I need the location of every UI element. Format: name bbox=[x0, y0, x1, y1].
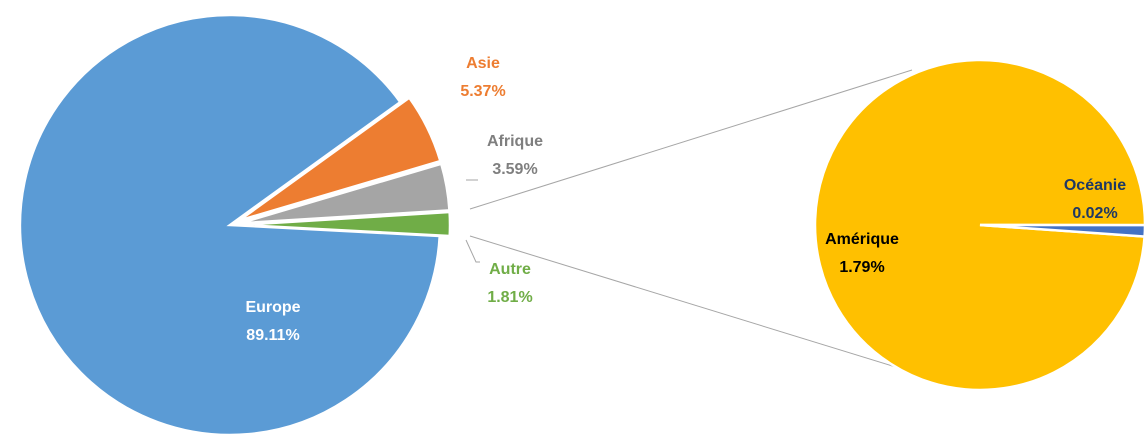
slice-value-label: 1.81% bbox=[487, 289, 532, 306]
leader-line bbox=[465, 239, 480, 263]
slice-value-label: 3.59% bbox=[492, 161, 537, 178]
slice-name-label: Océanie bbox=[1064, 177, 1126, 194]
pie-slice bbox=[18, 13, 442, 437]
connector-line bbox=[469, 235, 913, 373]
slice-name-label: Europe bbox=[245, 299, 300, 316]
slice-name-label: Amérique bbox=[825, 231, 899, 248]
pie-slice bbox=[239, 210, 452, 238]
slice-name-label: Asie bbox=[466, 55, 500, 72]
slice-name-label: Autre bbox=[489, 261, 531, 278]
slice-value-label: 0.02% bbox=[1072, 205, 1117, 222]
slice-value-label: 89.11% bbox=[246, 327, 299, 344]
slice-value-label: 5.37% bbox=[460, 83, 505, 100]
slice-value-label: 1.79% bbox=[839, 259, 884, 276]
pie-slice bbox=[239, 162, 451, 225]
slice-name-label: Afrique bbox=[487, 133, 543, 150]
pie-slice bbox=[979, 223, 1147, 238]
connector-line bbox=[469, 69, 913, 210]
pie-slice bbox=[238, 95, 442, 222]
